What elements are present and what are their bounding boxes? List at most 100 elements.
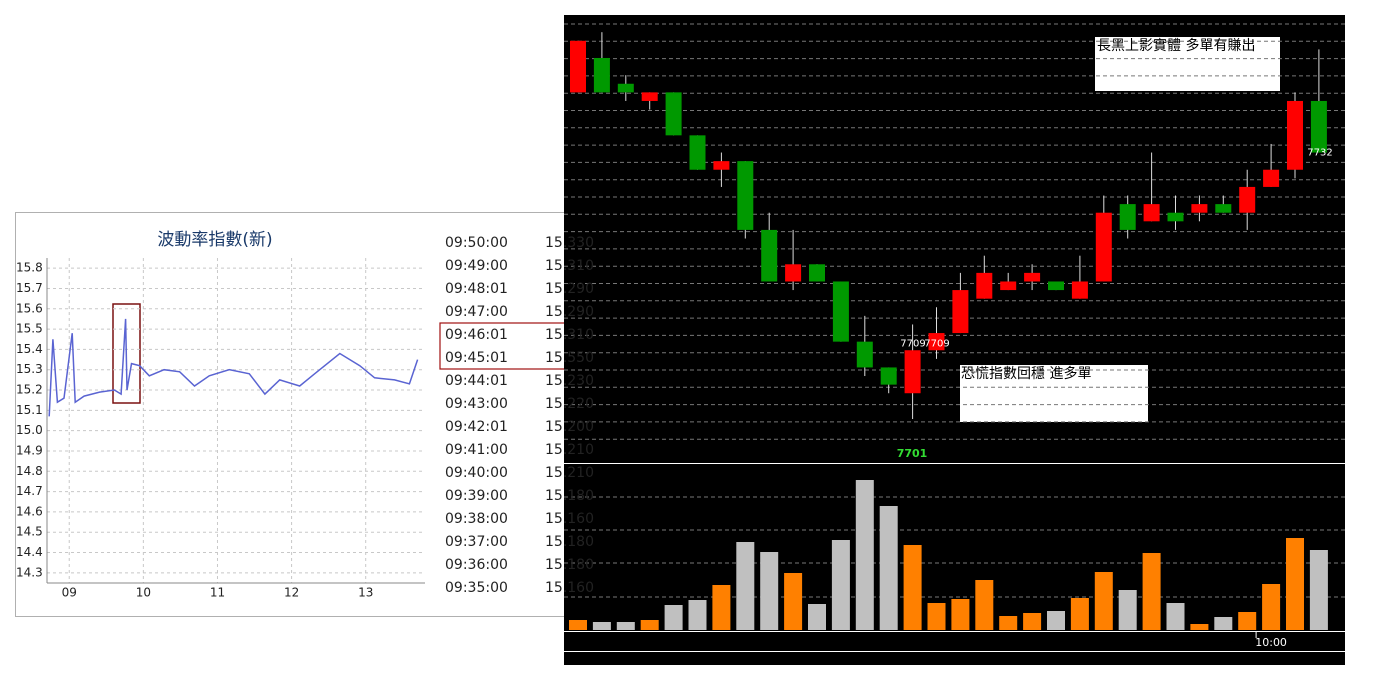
candle-body [976, 272, 993, 299]
volume-bar [784, 573, 803, 630]
annotation-box [1095, 37, 1280, 91]
candle-body [1263, 169, 1280, 187]
candle-body [1191, 204, 1208, 213]
table-time: 09:48:01 [445, 281, 508, 297]
volume-bar [1023, 613, 1042, 630]
table-time: 09:50:00 [445, 235, 508, 251]
candle-body [1310, 100, 1327, 153]
volume-bar [1286, 538, 1304, 630]
volume-bar [1214, 617, 1233, 630]
volume-bar [903, 545, 922, 630]
candle-body [713, 161, 730, 170]
candle-body [689, 135, 706, 170]
price-label: 7709 [900, 338, 925, 349]
volume-bar [664, 605, 683, 630]
table-value: 15.160 [545, 511, 594, 527]
table-value: 15.330 [545, 235, 594, 251]
volatility-panel [15, 212, 634, 617]
volume-bar [855, 480, 874, 630]
table-value: 15.550 [545, 350, 594, 366]
volume-bar [760, 552, 779, 630]
candle-body [785, 264, 802, 282]
table-value: 15.200 [545, 419, 594, 435]
candle-body [1167, 212, 1184, 222]
y-tick-label: 14.6 [16, 504, 43, 518]
y-tick-label: 14.5 [16, 525, 43, 539]
y-tick-label: 14.3 [16, 565, 43, 579]
table-time: 09:36:00 [445, 557, 508, 573]
x-tick-label: 10 [136, 586, 151, 600]
candle-body [1119, 204, 1136, 230]
candle-body [1048, 281, 1064, 291]
y-tick-label: 15.3 [16, 362, 43, 376]
table-value: 15.180 [545, 557, 594, 573]
annotation: 長黑上影實體 多單有賺出 [1097, 37, 1255, 54]
volume-bar [640, 620, 659, 630]
table-time: 09:49:00 [445, 258, 508, 274]
candle-body [593, 57, 610, 93]
x-tick-label: 11 [210, 586, 225, 600]
table-value: 15.180 [545, 488, 594, 504]
table-value: 15.220 [545, 396, 594, 412]
table-value: 15.210 [545, 442, 594, 458]
volume-bar [1094, 572, 1113, 630]
x-tick-label: 13 [358, 586, 373, 600]
y-tick-label: 15.4 [16, 342, 43, 356]
y-tick-label: 15.6 [16, 301, 43, 315]
table-value: 15.310 [545, 327, 594, 343]
candle-body [1071, 281, 1088, 299]
table-time: 09:46:01 [445, 327, 508, 343]
volume-bar [999, 616, 1018, 630]
volume-bar [592, 622, 611, 630]
table-value: 15.290 [545, 281, 594, 297]
table-time: 09:40:00 [445, 465, 508, 481]
candle-body [1287, 100, 1303, 170]
volume-bar [1309, 550, 1328, 630]
y-tick-label: 14.8 [16, 464, 43, 478]
table-value: 15.290 [545, 304, 594, 320]
candle-body [952, 290, 969, 334]
table-time: 09:39:00 [445, 488, 508, 504]
candle-body [617, 83, 634, 93]
candle-body [1239, 186, 1256, 213]
volume-bar [1070, 598, 1089, 630]
candle-body [1024, 272, 1041, 282]
candle-body [1000, 281, 1017, 291]
table-value: 15.210 [545, 465, 594, 481]
x-tick-label: 10:00 [1255, 636, 1287, 649]
candle-body [809, 264, 825, 282]
chart-title: 波動率指數(新) [157, 230, 272, 250]
candle-body [880, 367, 897, 385]
volume-bar [1238, 612, 1257, 630]
candle-body [737, 161, 754, 230]
volume-bar [951, 599, 970, 630]
table-value: 15.310 [545, 258, 594, 274]
price-label: 7709 [924, 338, 949, 349]
table-time: 09:37:00 [445, 534, 508, 550]
volume-bar [1047, 611, 1065, 630]
table-time: 09:38:00 [445, 511, 508, 527]
candle-body [570, 40, 586, 93]
volume-bar [1142, 553, 1161, 630]
volume-bar [1190, 624, 1209, 630]
table-value: 15.180 [545, 534, 594, 550]
volume-bar [616, 622, 635, 630]
table-time: 09:35:00 [445, 580, 508, 596]
candle-body [641, 92, 658, 101]
line-series [48, 318, 419, 417]
volume-bar [975, 580, 994, 630]
futures-panel [564, 15, 1345, 665]
annotation: 恐慌指數回穩 進多單 [961, 365, 1091, 382]
y-tick-label: 15.7 [16, 281, 43, 295]
volume-bar [569, 620, 587, 630]
table-time: 09:42:01 [445, 419, 508, 435]
volume-bar [736, 542, 755, 630]
table-value: 15.230 [545, 373, 594, 389]
table-time: 09:41:00 [445, 442, 508, 458]
volume-bar [879, 506, 898, 630]
candle-body [1215, 204, 1232, 213]
highlight-box [112, 303, 141, 404]
annotation-box [960, 365, 1148, 422]
volume-bar [927, 603, 946, 630]
